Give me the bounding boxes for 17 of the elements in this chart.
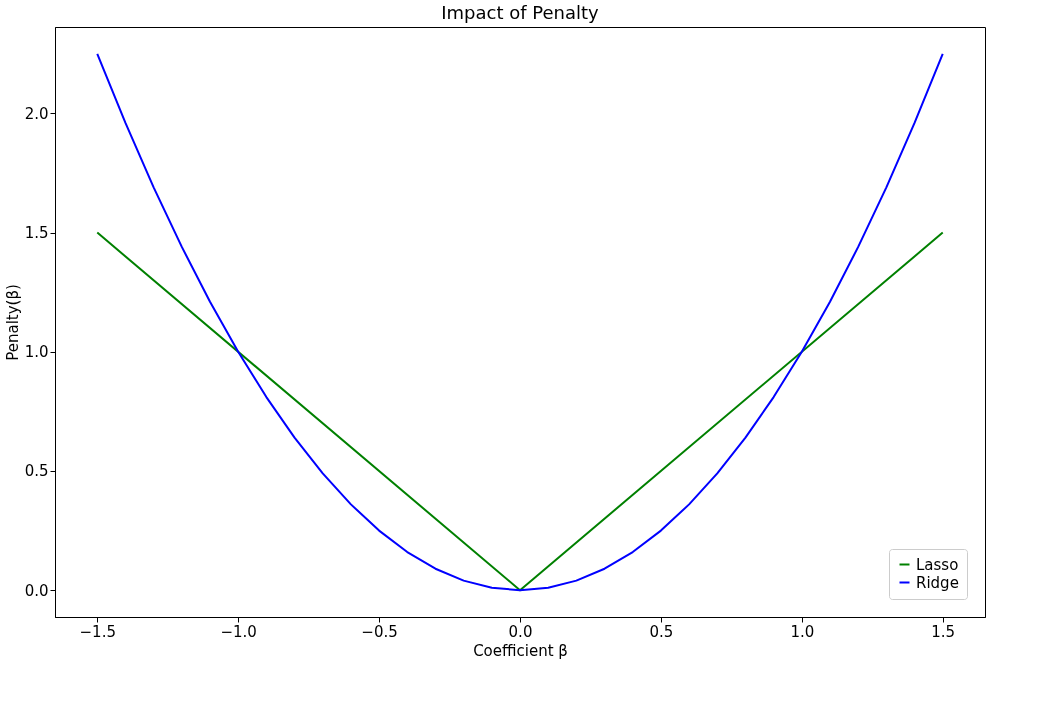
y-tick-label: 2.0 (24, 104, 49, 123)
x-tick-label: −1.0 (220, 622, 257, 641)
y-axis-title: Penalty(β) (3, 284, 22, 361)
y-tick-label: 0.0 (24, 581, 49, 600)
x-tick-label: −1.5 (79, 622, 116, 641)
y-tick-label: 1.0 (24, 343, 49, 362)
x-tick-label: 1.0 (790, 622, 815, 641)
x-tick-label: 1.5 (931, 622, 956, 641)
x-tick-label: −0.5 (361, 622, 398, 641)
legend-label: Ridge (916, 573, 959, 592)
legend-label: Lasso (916, 555, 959, 574)
y-tick-label: 0.5 (24, 462, 49, 481)
x-tick-label: 0.5 (649, 622, 674, 641)
x-axis-title: Coefficient β (473, 641, 568, 660)
y-tick-label: 1.5 (24, 224, 49, 243)
chart-title: Impact of Penalty (441, 2, 600, 23)
x-tick-label: 0.0 (508, 622, 533, 641)
